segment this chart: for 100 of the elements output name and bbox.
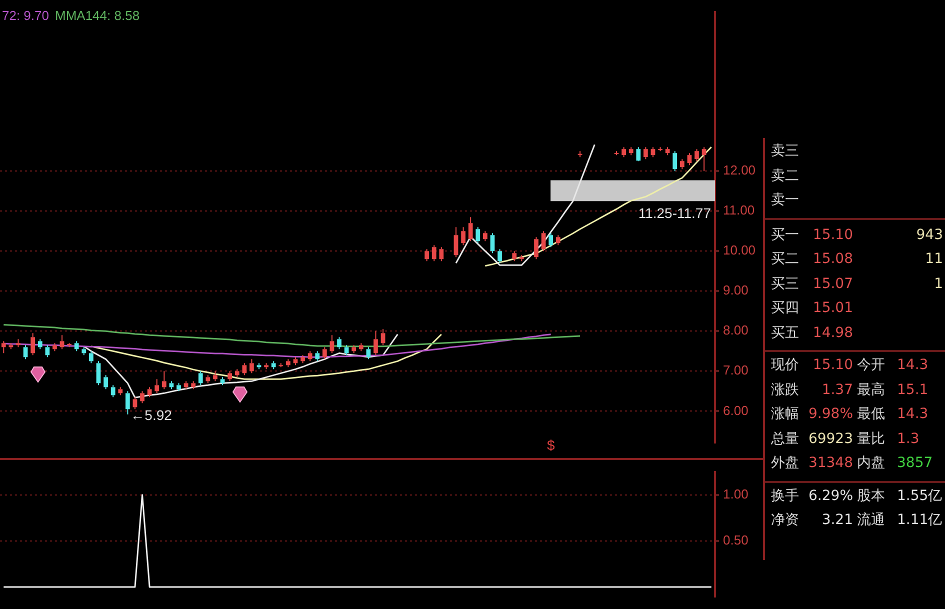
- annotation: $: [547, 437, 555, 453]
- text: 换手: [771, 486, 799, 504]
- candlestick: [52, 342, 57, 352]
- candlestick: [644, 146, 648, 160]
- candlestick: [380, 328, 386, 346]
- candlestick: [482, 230, 488, 242]
- y-tick-label: 7.00: [723, 362, 748, 378]
- text: 涨跌: [771, 380, 799, 398]
- text: 15.10: [812, 356, 853, 374]
- candlestick: [45, 344, 50, 358]
- candlestick: [439, 246, 444, 262]
- text: 买二: [771, 250, 799, 268]
- candlestick: [358, 342, 364, 352]
- candlestick: [432, 244, 436, 262]
- candlestick: [228, 370, 232, 382]
- candlestick: [147, 386, 152, 398]
- text: 1.3: [897, 430, 920, 448]
- candlestick: [315, 350, 320, 362]
- candlestick: [271, 360, 276, 370]
- candlestick: [454, 226, 458, 258]
- candlestick: [468, 216, 473, 242]
- text: 净资: [771, 511, 799, 529]
- text: 买一: [771, 226, 799, 244]
- text: 卖二: [771, 166, 799, 184]
- text: 14.98: [812, 324, 853, 342]
- text: 买四: [771, 299, 799, 317]
- text: 14.3: [897, 356, 928, 374]
- candlestick: [374, 330, 378, 356]
- candlestick: [140, 390, 144, 404]
- candlestick: [534, 236, 538, 260]
- candlestick: [23, 344, 28, 360]
- text: 3.21: [822, 511, 853, 529]
- text: 72: 9.70: [2, 8, 49, 23]
- text: 15.10: [812, 226, 853, 244]
- y-tick-label: 1.00: [723, 486, 748, 502]
- candlestick: [213, 370, 218, 382]
- text: 31348: [808, 454, 853, 472]
- candlestick: [118, 386, 123, 396]
- text: 股本: [857, 486, 885, 504]
- candlestick: [680, 158, 684, 170]
- text: 15.1: [897, 380, 928, 398]
- text: 1.55亿: [897, 486, 942, 504]
- y-tick-label: 10.00: [723, 242, 756, 258]
- band-label: 11.25-11.77: [638, 204, 712, 221]
- y-tick-label: 9.00: [723, 282, 748, 298]
- candlestick: [176, 382, 181, 392]
- candlestick: [672, 150, 678, 172]
- candlestick: [322, 346, 327, 360]
- candlestick: [650, 146, 656, 158]
- text: 9.98%: [808, 405, 853, 423]
- candlestick: [490, 232, 495, 254]
- candlestick: [476, 226, 480, 244]
- text: 15.07: [812, 274, 853, 292]
- candlestick: [337, 336, 342, 350]
- candlestick: [461, 226, 466, 246]
- text: 69923: [808, 430, 853, 448]
- candlestick: [687, 152, 692, 166]
- candlestick: [1, 340, 6, 354]
- candlestick: [366, 346, 371, 360]
- text: 15.08: [812, 250, 853, 268]
- candlestick: [242, 362, 247, 376]
- candlestick: [162, 370, 166, 390]
- text: 总量: [771, 430, 799, 448]
- text: 量比: [857, 430, 885, 448]
- text: 1.37: [822, 380, 853, 398]
- candlestick: [30, 332, 36, 356]
- candlestick: [198, 370, 203, 386]
- candlestick: [74, 340, 79, 352]
- candlestick: [169, 380, 174, 390]
- candlestick: [8, 342, 14, 350]
- candlestick: [132, 396, 138, 410]
- candlestick: [96, 360, 101, 386]
- text: 943: [916, 226, 943, 244]
- candlestick: [191, 380, 196, 390]
- candlestick: [264, 362, 268, 370]
- candlestick: [125, 390, 130, 415]
- candlestick: [89, 350, 94, 364]
- candlestick: [206, 374, 210, 384]
- candlestick: [541, 230, 546, 252]
- candlestick: [60, 334, 64, 350]
- candlestick: [622, 146, 626, 158]
- candlestick: [628, 146, 634, 156]
- text: 最低: [857, 405, 885, 423]
- candlestick: [548, 232, 554, 248]
- candlestick: [220, 376, 225, 386]
- candlestick: [286, 358, 290, 368]
- text: 卖一: [771, 191, 799, 209]
- candlestick: [104, 374, 108, 390]
- text: 外盘: [771, 454, 799, 472]
- candlestick: [110, 384, 116, 398]
- text: 买五: [771, 324, 799, 342]
- candlestick: [16, 338, 20, 348]
- text: 14.3: [897, 405, 928, 423]
- candlestick: [293, 356, 298, 366]
- text: 买三: [771, 274, 799, 292]
- y-tick-label: 0.50: [723, 532, 748, 548]
- candlestick: [512, 250, 517, 262]
- y-tick-label: 8.00: [723, 322, 748, 338]
- text: 11: [925, 250, 943, 268]
- text: 15.01: [812, 299, 853, 317]
